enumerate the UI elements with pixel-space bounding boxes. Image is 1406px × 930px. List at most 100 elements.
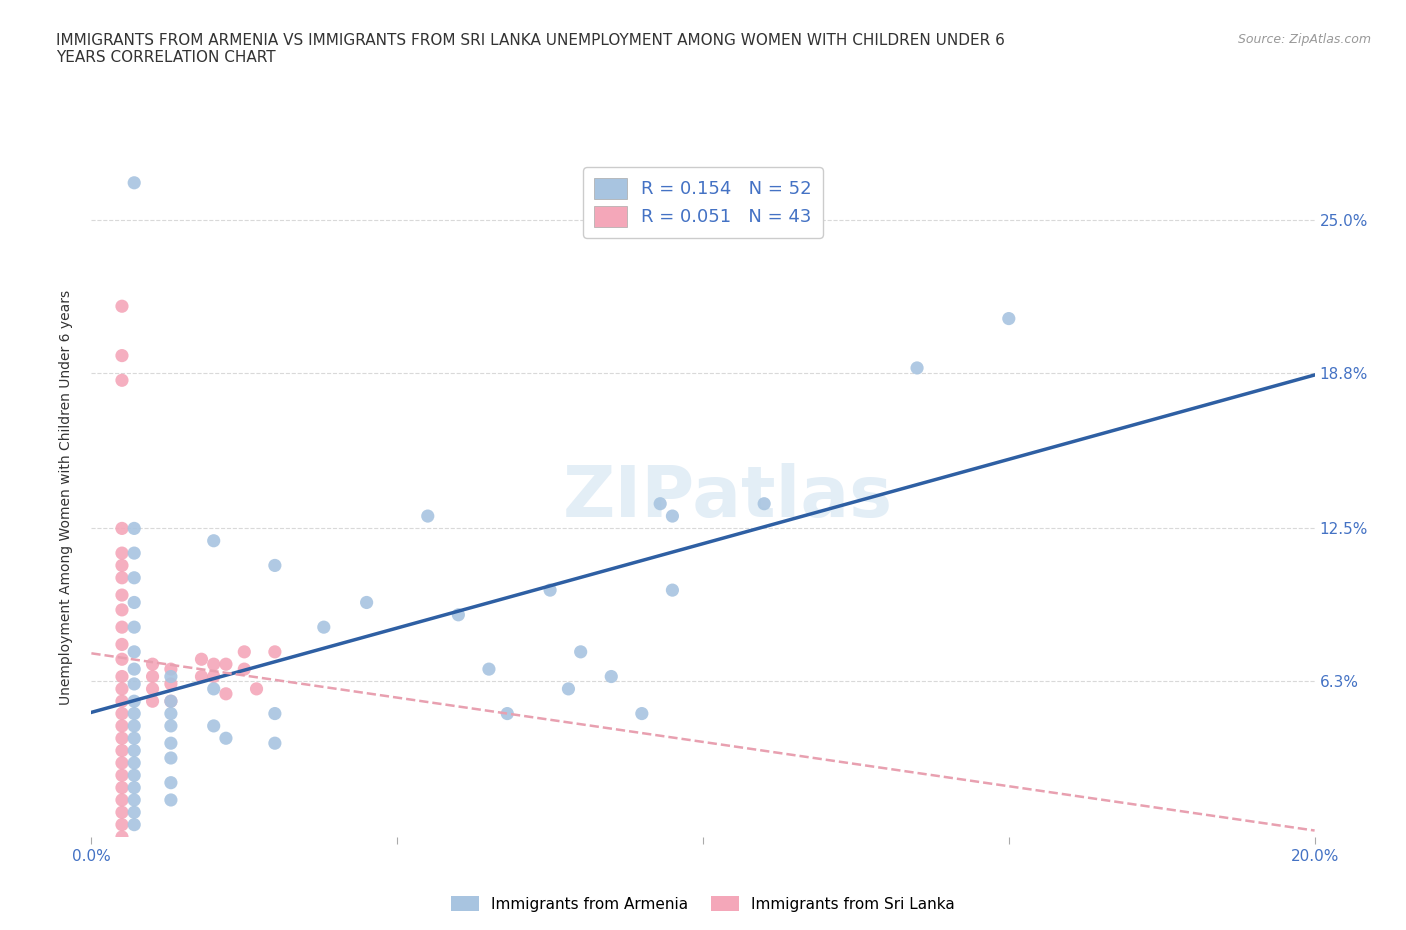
Point	[111, 521, 134, 536]
Point	[122, 546, 145, 561]
Point	[631, 706, 654, 721]
Point	[202, 669, 225, 684]
Point	[160, 736, 183, 751]
Point	[160, 792, 183, 807]
Point	[111, 373, 134, 388]
Point	[122, 694, 145, 709]
Point	[160, 706, 183, 721]
Point	[111, 780, 134, 795]
Point	[202, 657, 225, 671]
Point	[141, 694, 163, 709]
Point	[650, 497, 672, 512]
Point	[111, 619, 134, 634]
Point	[661, 509, 683, 524]
Point	[111, 755, 134, 770]
Point	[122, 792, 145, 807]
Point	[111, 546, 134, 561]
Point	[160, 694, 183, 709]
Point	[122, 743, 145, 758]
Point	[356, 595, 378, 610]
Point	[111, 558, 134, 573]
Point	[215, 657, 238, 671]
Point	[111, 694, 134, 709]
Point	[111, 731, 134, 746]
Point	[122, 570, 145, 585]
Point	[122, 817, 145, 832]
Text: Source: ZipAtlas.com: Source: ZipAtlas.com	[1237, 33, 1371, 46]
Y-axis label: Unemployment Among Women with Children Under 6 years: Unemployment Among Women with Children U…	[59, 290, 73, 705]
Text: IMMIGRANTS FROM ARMENIA VS IMMIGRANTS FROM SRI LANKA UNEMPLOYMENT AMONG WOMEN WI: IMMIGRANTS FROM ARMENIA VS IMMIGRANTS FR…	[56, 33, 1005, 65]
Point	[264, 558, 287, 573]
Point	[569, 644, 592, 659]
Point	[160, 776, 183, 790]
Point	[754, 497, 776, 512]
Point	[122, 661, 145, 676]
Point	[122, 731, 145, 746]
Point	[111, 588, 134, 603]
Point	[160, 676, 183, 691]
Point	[122, 521, 145, 536]
Point	[312, 619, 335, 634]
Point	[122, 595, 145, 610]
Point	[160, 719, 183, 734]
Point	[447, 607, 470, 622]
Point	[122, 755, 145, 770]
Point	[264, 736, 287, 751]
Point	[202, 719, 225, 734]
Point	[111, 652, 134, 667]
Point	[905, 361, 928, 376]
Point	[416, 509, 439, 524]
Point	[998, 312, 1021, 326]
Legend: R = 0.154   N = 52, R = 0.051   N = 43: R = 0.154 N = 52, R = 0.051 N = 43	[583, 167, 823, 238]
Point	[141, 657, 163, 671]
Point	[202, 682, 225, 697]
Point	[111, 719, 134, 734]
Point	[111, 706, 134, 721]
Point	[233, 644, 256, 659]
Point	[111, 830, 134, 844]
Point	[190, 652, 212, 667]
Point	[160, 694, 183, 709]
Point	[202, 533, 225, 548]
Point	[111, 817, 134, 832]
Point	[160, 669, 183, 684]
Point	[111, 299, 134, 313]
Point	[122, 768, 145, 783]
Point	[190, 669, 212, 684]
Point	[111, 682, 134, 697]
Point	[122, 644, 145, 659]
Text: ZIPatlas: ZIPatlas	[562, 463, 893, 532]
Point	[141, 669, 163, 684]
Point	[111, 768, 134, 783]
Point	[111, 743, 134, 758]
Point	[160, 661, 183, 676]
Point	[111, 603, 134, 618]
Point	[233, 661, 256, 676]
Point	[478, 661, 501, 676]
Point	[122, 804, 145, 819]
Point	[111, 804, 134, 819]
Point	[111, 637, 134, 652]
Point	[496, 706, 519, 721]
Point	[122, 719, 145, 734]
Point	[111, 348, 134, 363]
Legend: Immigrants from Armenia, Immigrants from Sri Lanka: Immigrants from Armenia, Immigrants from…	[446, 889, 960, 918]
Point	[215, 686, 238, 701]
Point	[111, 570, 134, 585]
Point	[141, 682, 163, 697]
Point	[111, 669, 134, 684]
Point	[160, 751, 183, 765]
Point	[122, 676, 145, 691]
Point	[245, 682, 267, 697]
Point	[215, 731, 238, 746]
Point	[264, 706, 287, 721]
Point	[111, 792, 134, 807]
Point	[122, 780, 145, 795]
Point	[600, 669, 623, 684]
Point	[122, 619, 145, 634]
Point	[661, 583, 683, 598]
Point	[264, 644, 287, 659]
Point	[122, 176, 145, 191]
Point	[122, 706, 145, 721]
Point	[557, 682, 579, 697]
